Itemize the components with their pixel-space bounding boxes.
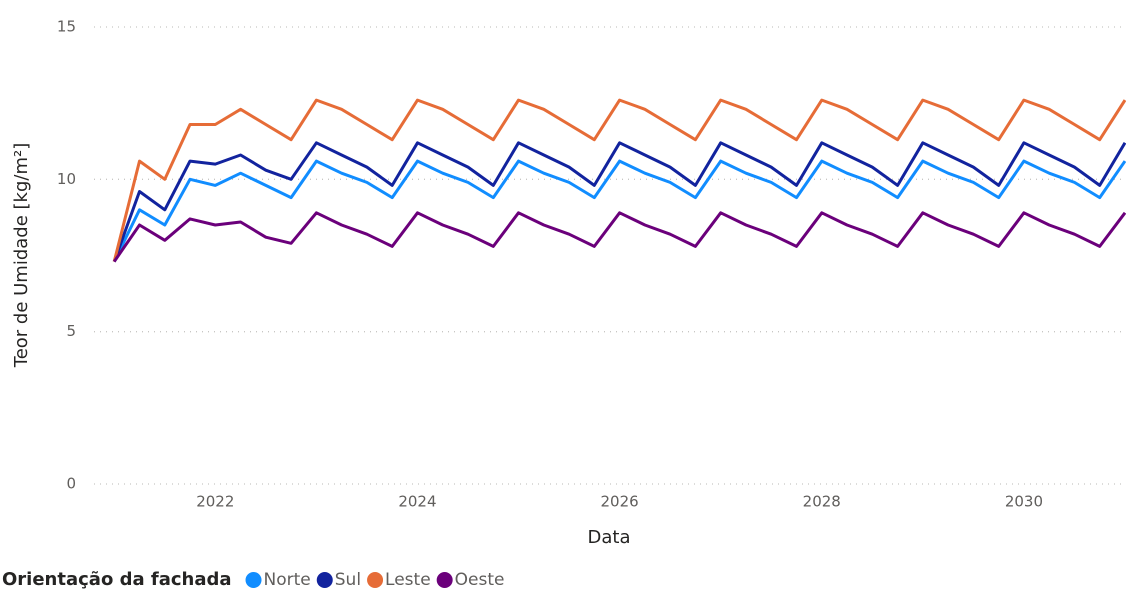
legend-label: Leste <box>385 570 431 590</box>
series-line <box>112 211 1126 263</box>
x-axis-title: Data <box>588 527 631 548</box>
y-tick-label: 15 <box>57 18 76 36</box>
legend-marker <box>316 572 333 588</box>
legend-label: Oeste <box>455 570 505 590</box>
legend-title: Orientação da fachada <box>2 569 232 590</box>
legend-marker <box>367 572 384 588</box>
series-line <box>112 159 1126 263</box>
x-tick-label: 2024 <box>398 493 436 511</box>
legend-marker <box>436 572 453 588</box>
y-tick-label: 5 <box>66 322 76 340</box>
y-axis-title: Teor de Umidade [kg/m²] <box>11 143 32 368</box>
x-tick-label: 2022 <box>196 493 234 511</box>
legend-label: Norte <box>264 570 311 590</box>
legend-marker <box>245 572 262 588</box>
x-tick-label: 2026 <box>601 493 639 511</box>
y-tick-label: 0 <box>66 475 76 493</box>
series-line <box>112 141 1126 263</box>
y-tick-label: 10 <box>57 170 76 188</box>
legend-label: Sul <box>335 570 361 590</box>
series-line <box>112 98 1126 262</box>
x-tick-label: 2030 <box>1005 493 1043 511</box>
x-tick-label: 2028 <box>803 493 841 511</box>
